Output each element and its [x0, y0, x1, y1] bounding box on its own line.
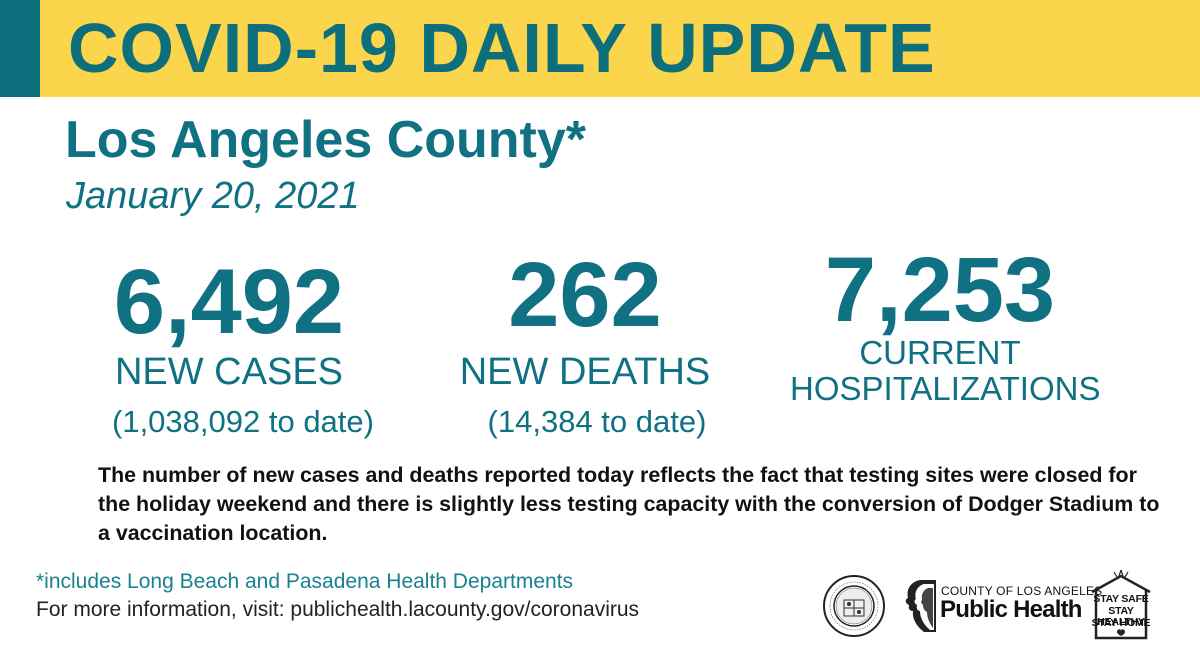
new-deaths-label: NEW DEATHS [459, 351, 711, 393]
public-health-logo: COUNTY OF LOS ANGELES Public Health [900, 576, 1102, 636]
hospitalizations-number: 7,253 [824, 239, 1056, 341]
profiles-icon [905, 580, 936, 632]
hospitalizations-label-line1: CURRENT [859, 334, 1021, 371]
stay-safe-text: STAY SAFE [1093, 593, 1149, 605]
hospitalizations-label-line2: HOSPITALIZATIONS [790, 370, 1101, 407]
report-date: January 20, 2021 [66, 175, 360, 217]
stay-healthy-text: STAY HEALTHY [1097, 605, 1145, 628]
cases-to-date: (1,038,092 to date) [112, 404, 374, 439]
public-health-county-text: COUNTY OF LOS ANGELES [941, 584, 1103, 598]
page-title: COVID-19 DAILY UPDATE [68, 8, 936, 88]
deaths-to-date: (14,384 to date) [487, 404, 707, 439]
new-deaths-number: 262 [508, 244, 662, 346]
header-banner: COVID-19 DAILY UPDATE [0, 0, 1200, 97]
public-health-text: Public Health [940, 596, 1082, 623]
stay-home-text: STAY HOME [1091, 617, 1151, 629]
title-rest: DAILY UPDATE [398, 9, 936, 87]
new-cases-label: NEW CASES [114, 351, 344, 393]
county-seal-icon [823, 575, 885, 637]
house-icon [1091, 569, 1151, 640]
testing-note: The number of new cases and deaths repor… [98, 463, 1160, 545]
banner-accent-bar [0, 0, 40, 97]
location-heading: Los Angeles County* [65, 111, 587, 169]
more-info-text: For more information, visit: publichealt… [36, 598, 640, 621]
new-cases-number: 6,492 [113, 251, 345, 353]
title-bold: COVID-19 [68, 9, 399, 87]
stay-safe-logo: STAY SAFE STAY HEALTHY STAY HOME [1088, 568, 1154, 640]
footnote: *includes Long Beach and Pasadena Health… [36, 570, 574, 593]
